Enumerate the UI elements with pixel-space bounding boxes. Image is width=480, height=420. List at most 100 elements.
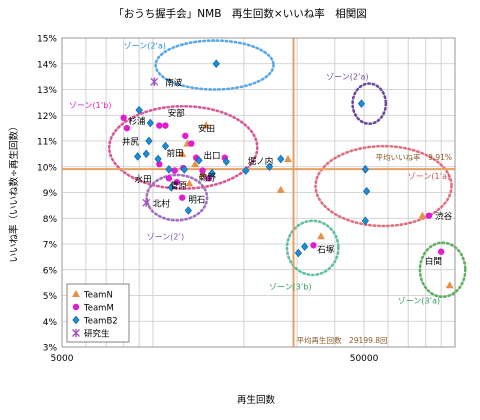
data-point — [154, 154, 162, 164]
data-point — [142, 149, 150, 159]
zone-annotations: ゾーン(2’a) ゾーン(1’b) ゾーン(1’a) ゾーン(2’a) ゾーン(3’b)… — [69, 42, 450, 306]
zone-annotation: ゾーン(3’b) — [269, 282, 312, 291]
data-point — [222, 157, 230, 166]
zone-annotation: ゾーン(1’a) — [408, 172, 450, 181]
y-tick-label: 7% — [43, 241, 58, 251]
data-point — [418, 211, 427, 219]
data-point — [294, 248, 302, 258]
data-point — [361, 165, 369, 174]
average-lines: 平均再生回数 29199.8回 平均いいね率 9.91% — [62, 38, 455, 347]
y-tick-label: 5% — [43, 292, 58, 302]
x-tick-label: 5000 — [51, 354, 74, 364]
y-tick-label: 14% — [37, 60, 57, 70]
data-point — [191, 160, 200, 168]
y-tick-label: 6% — [43, 266, 58, 276]
data-point — [145, 136, 153, 146]
data-point — [199, 167, 206, 174]
data-point — [146, 118, 154, 128]
point-label: 鵜野 — [199, 173, 217, 184]
point-label: 安部 — [168, 108, 186, 119]
point-label: 南波 — [165, 77, 183, 88]
y-tick-label: 11% — [37, 138, 57, 148]
zones — [107, 39, 467, 299]
y-tick-label: 4% — [43, 318, 58, 328]
zone-annotation: ゾーン(1’b) — [69, 101, 112, 110]
point-label: 安田 — [198, 124, 215, 135]
data-point — [445, 281, 454, 289]
data-point — [165, 175, 173, 182]
y-tick-label: 13% — [37, 86, 57, 96]
legend-label: 研究生 — [84, 329, 110, 340]
zone-ellipse — [107, 104, 259, 190]
data-point — [135, 105, 143, 115]
data-point — [277, 154, 285, 164]
chart-title: 「おうち握手会」NMB 再生回数×いいね率 相関図 — [113, 7, 366, 20]
data-point — [198, 170, 207, 178]
data-point — [208, 168, 216, 178]
zone-ellipse — [285, 219, 340, 277]
zone-ellipse — [145, 173, 209, 222]
legend-label: TeamB2 — [83, 317, 118, 327]
data-point — [310, 242, 317, 249]
data-point — [276, 185, 285, 193]
y-tick-label: 3% — [43, 344, 58, 354]
plot-area-frame — [61, 37, 456, 348]
data-point — [212, 59, 220, 69]
data-point — [195, 156, 203, 165]
data-point — [184, 206, 192, 215]
legend-marker — [72, 315, 80, 325]
x-tick-label: 50000 — [350, 354, 379, 364]
data-point — [188, 140, 195, 147]
zone-ellipse — [418, 241, 467, 299]
data-point — [167, 183, 175, 192]
data-point — [301, 242, 309, 251]
data-point — [173, 179, 181, 186]
average-plays-label: 平均再生回数 29199.8回 — [297, 335, 388, 345]
y-tick-label: 10% — [37, 163, 57, 173]
legend-marker — [72, 303, 80, 311]
data-point — [205, 175, 212, 182]
legend-marker — [72, 290, 80, 297]
point-label: 水田 — [135, 174, 152, 185]
point-label: 石塚 — [317, 246, 335, 256]
data-point — [357, 99, 366, 108]
y-tick-label: 12% — [37, 112, 57, 122]
point-label: 井尻 — [122, 137, 140, 148]
zone-annotation: ゾーン(2’) — [147, 232, 184, 241]
point-label: 杉浦 — [128, 116, 146, 127]
data-point — [142, 198, 151, 207]
y-axis-label: いいね率（いいね数÷再生回数） — [8, 122, 20, 263]
data-point — [242, 166, 250, 175]
point-label: 明石 — [188, 195, 205, 205]
point-label: 渋谷 — [435, 211, 453, 222]
tick-labels: 3% 4% 5% 6% 7% 8% 9% 10% 11% 12% 13% 14% 15% 5000 5000… — [37, 35, 379, 365]
data-point — [120, 114, 127, 122]
data-point — [316, 232, 325, 240]
data-point — [361, 216, 369, 226]
data-point — [162, 122, 169, 129]
y-tick-label: 9% — [43, 189, 58, 199]
point-label: 出口 — [203, 151, 220, 162]
data-point — [425, 212, 433, 219]
zone-ellipse — [314, 144, 453, 228]
data-point — [185, 179, 194, 187]
data-point — [284, 155, 293, 163]
zone-ellipse — [351, 82, 388, 126]
average-like-rate-label: 平均いいね率 9.91% — [376, 152, 452, 162]
data-point — [161, 141, 170, 151]
data-point — [202, 121, 211, 129]
legend-label: TeamN — [83, 291, 113, 301]
data-point — [180, 165, 188, 174]
data-point — [165, 165, 173, 174]
data-point — [156, 122, 163, 129]
zone-annotation: ゾーン(2’a) — [326, 73, 368, 82]
data-point — [150, 77, 159, 86]
y-tick-label: 15% — [37, 35, 57, 45]
point-label: 白間 — [425, 256, 442, 267]
data-point — [363, 186, 371, 196]
data-point — [134, 152, 142, 161]
data-point — [182, 132, 189, 140]
data-point — [437, 248, 445, 255]
